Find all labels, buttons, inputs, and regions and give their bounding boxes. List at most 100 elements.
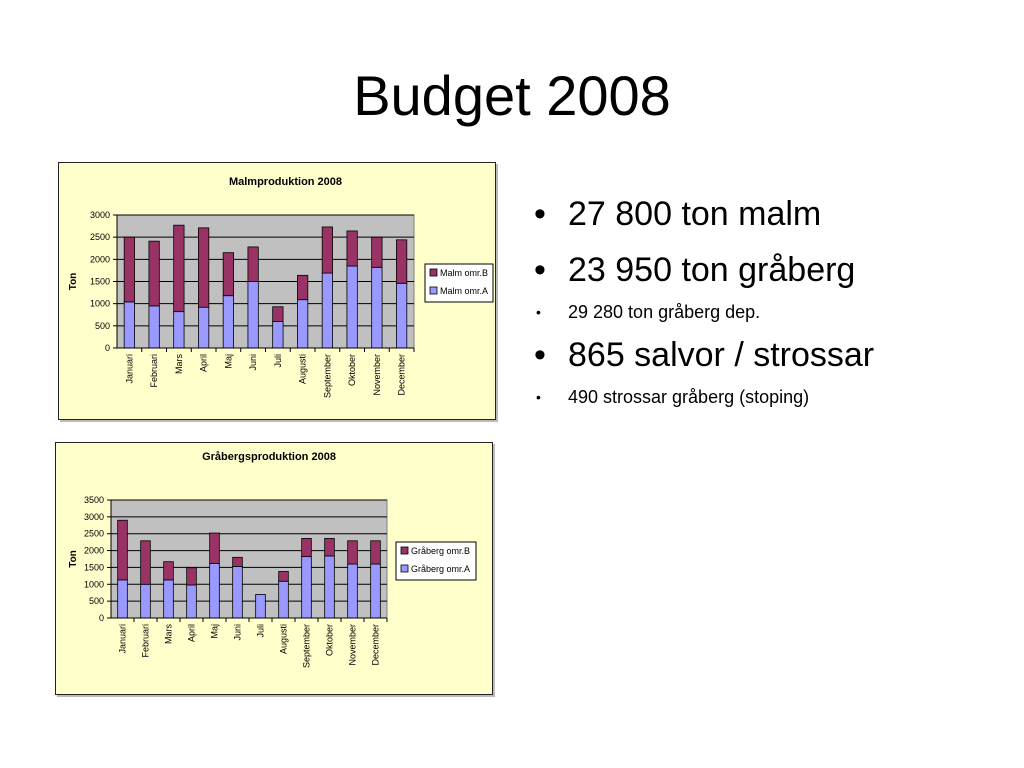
x-tick-label: December [397, 354, 407, 396]
bar-segment [140, 583, 151, 619]
bullet-text: 27 800 ton malm [568, 195, 822, 233]
x-tick-label: Oktober [347, 354, 357, 386]
bar-segment [117, 519, 128, 581]
x-tick-label: Februari [149, 354, 159, 388]
y-tick-label: 2500 [90, 232, 110, 242]
bullet-text: 23 950 ton gråberg [568, 251, 856, 289]
bullet-text: 29 280 ton gråberg dep. [568, 302, 761, 322]
bullet-item: • 23 950 ton gråberg [530, 242, 1010, 298]
bar-segment [321, 226, 333, 274]
bar-segment [163, 561, 174, 581]
x-tick-label: November [348, 624, 358, 666]
bar-segment [255, 593, 266, 619]
y-tick-label: 2000 [84, 546, 104, 556]
bar-segment [222, 252, 234, 297]
bar-segment [198, 227, 210, 308]
plot-area [110, 499, 388, 619]
chart-title: Malmproduktion 2008 [229, 176, 342, 188]
bullet-dot: • [534, 251, 546, 289]
bar-segment [123, 236, 135, 303]
x-tick-label: September [302, 624, 312, 668]
bar-segment [396, 239, 408, 284]
x-tick-label: Juli [273, 354, 283, 368]
grabergsproduktion-chart-svg: Gråbergsproduktion 2008 0 500 1000 1500 2000 2… [68, 451, 477, 668]
legend-label: Gråberg omr.A [411, 564, 470, 574]
bar-segment [198, 306, 210, 349]
x-tick-label: Maj [210, 624, 220, 639]
x-tick-label: Oktober [325, 624, 335, 656]
bar-segment [297, 274, 309, 301]
x-tick-label: Augusti [279, 624, 289, 654]
bullet-dot: • [534, 336, 546, 374]
bar-segment [346, 230, 358, 267]
bar-segment [347, 563, 358, 619]
y-tick-label: 0 [105, 343, 110, 353]
bar-segment [324, 538, 335, 557]
y-tick-label: 500 [95, 321, 110, 331]
bar-segment [148, 240, 160, 307]
x-tick-label: Juni [248, 354, 258, 371]
x-tick-label: Juni [233, 624, 243, 641]
bar-segment [209, 562, 220, 619]
bullet-dot: • [536, 304, 541, 320]
bar-segment [163, 579, 174, 619]
bar-segment [370, 540, 381, 565]
bar-segment [173, 224, 185, 313]
bar-segment [209, 532, 220, 564]
x-tick-label: Augusti [298, 354, 308, 384]
bar-segment [321, 272, 333, 349]
x-tick-label: September [322, 354, 332, 398]
slide-title: Budget 2008 [353, 64, 671, 127]
bullet-list: • 27 800 ton malm • 23 950 ton gråberg • 29… [530, 186, 1010, 412]
bar-segment [272, 306, 284, 322]
y-axis-label: Ton [68, 273, 79, 291]
bar-segment [346, 265, 358, 349]
bar-segment [371, 236, 383, 268]
y-tick-label: 2000 [90, 254, 110, 264]
y-tick-label: 500 [89, 596, 104, 606]
malmproduktion-chart-svg: Malmproduktion 2008 0 500 1000 1500 2000 2500 3… [68, 176, 494, 398]
bar-segment [247, 281, 259, 349]
bullet-item: • 27 800 ton malm [530, 186, 1010, 242]
bar-segment [278, 580, 289, 619]
x-tick-label: April [187, 624, 197, 642]
bullet-dot: • [536, 389, 541, 405]
legend-box [395, 541, 477, 581]
legend-swatch [429, 268, 438, 277]
legend-swatch [400, 564, 409, 573]
bar-segment [324, 555, 335, 619]
bar-segment [347, 540, 358, 565]
bar-segment [370, 563, 381, 619]
x-tick-label: Januari [124, 354, 134, 384]
bullet-text: 865 salvor / strossar [568, 336, 875, 374]
bar-segment [186, 584, 197, 619]
x-tick-label: Februari [141, 624, 151, 658]
x-tick-label: Juli [256, 624, 266, 638]
bar-segment [123, 301, 135, 349]
x-tick-label: December [371, 624, 381, 666]
bar-segment [232, 566, 243, 619]
bar-segment [278, 571, 289, 582]
bar-segment [297, 299, 309, 349]
bar-segment [186, 567, 197, 586]
bullet-dot: • [534, 195, 546, 233]
y-tick-label: 1500 [84, 562, 104, 572]
y-tick-label: 0 [99, 613, 104, 623]
legend-swatch [400, 546, 409, 555]
bar-segment [232, 556, 243, 567]
bar-segment [247, 246, 259, 282]
y-axis-label: Ton [68, 550, 79, 568]
legend-label: Malm omr.B [440, 268, 488, 278]
x-tick-label: Maj [223, 354, 233, 369]
y-tick-label: 3000 [84, 512, 104, 522]
y-tick-label: 1500 [90, 277, 110, 287]
bar-segment [173, 311, 185, 349]
legend-label: Malm omr.A [440, 286, 488, 296]
bar-segment [272, 320, 284, 349]
bar-segment [140, 540, 151, 585]
y-tick-label: 1000 [84, 579, 104, 589]
bar-segment [117, 579, 128, 619]
bar-segment [222, 295, 234, 349]
y-tick-label: 1000 [90, 299, 110, 309]
x-tick-label: November [372, 354, 382, 396]
